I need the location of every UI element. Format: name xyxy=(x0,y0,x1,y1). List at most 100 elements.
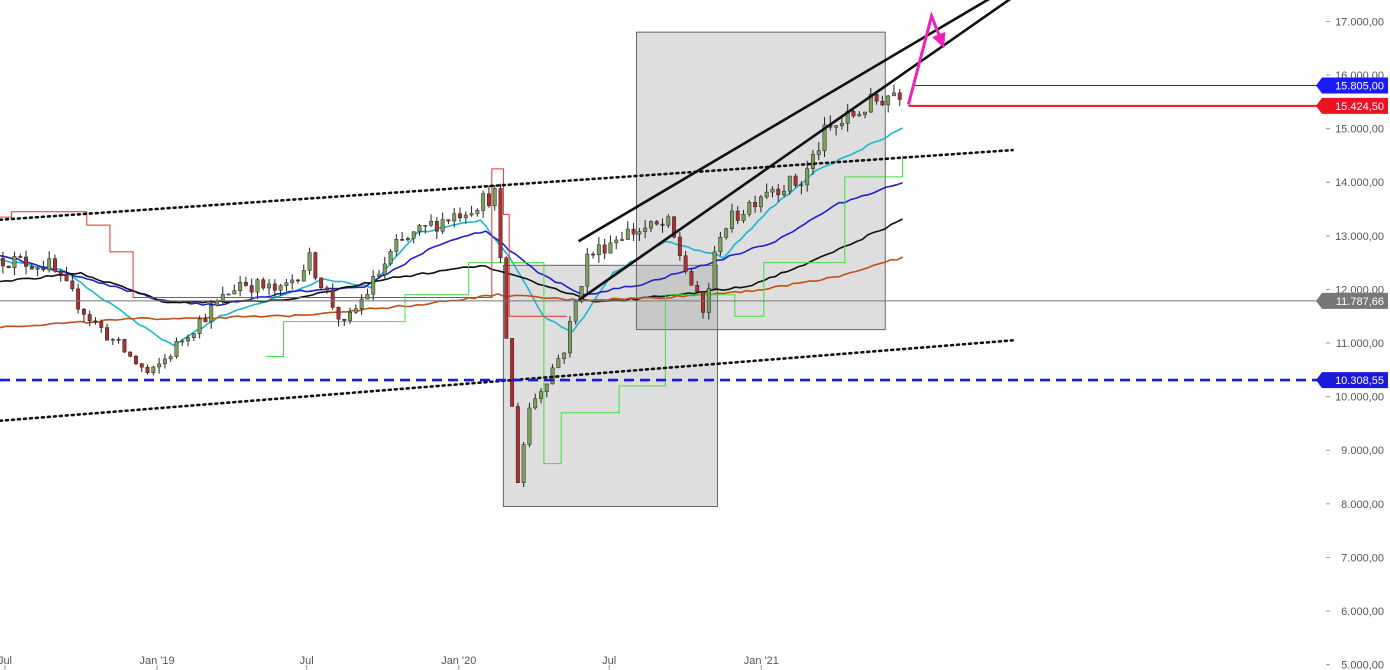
candle-body-up xyxy=(770,188,775,193)
candle xyxy=(110,338,115,345)
candle-body-down xyxy=(128,351,133,357)
candle xyxy=(573,299,578,325)
candle-body-up xyxy=(238,281,243,291)
candle-body-up xyxy=(648,221,653,229)
candle-body-up xyxy=(180,340,185,343)
long-channel-upper-line[interactable] xyxy=(0,148,1014,222)
candle-body-down xyxy=(515,406,520,483)
candle xyxy=(162,354,167,369)
candle-body-up xyxy=(220,293,225,302)
candle-body-up xyxy=(47,258,52,271)
candle-body-down xyxy=(677,236,682,256)
candle xyxy=(6,265,11,269)
candle-body-up xyxy=(411,231,416,239)
candle-body-up xyxy=(666,216,671,226)
candle-body-up xyxy=(382,263,387,276)
candle xyxy=(683,250,688,275)
candle-body-down xyxy=(116,339,121,341)
y-tick-label: 5.000,00 xyxy=(1341,660,1384,670)
candle-body-up xyxy=(729,210,734,229)
candle xyxy=(330,283,335,310)
candle xyxy=(272,279,277,298)
candle xyxy=(70,274,75,292)
candle-body-down xyxy=(6,265,11,269)
forecast-arrow xyxy=(906,11,946,105)
candle-body-up xyxy=(637,231,642,235)
candle-body-up xyxy=(278,285,283,291)
candle xyxy=(423,224,428,234)
candle-body-down xyxy=(296,279,300,282)
candle-body-up xyxy=(834,125,839,128)
candle xyxy=(41,260,46,272)
candle xyxy=(81,307,86,322)
candle xyxy=(643,220,648,239)
candle-body-down xyxy=(0,258,5,267)
candle xyxy=(388,248,393,266)
candle xyxy=(284,278,289,292)
candle xyxy=(365,288,370,300)
candle xyxy=(510,337,515,407)
steep-channel-upper-line[interactable] xyxy=(577,0,1001,243)
candle-body-up xyxy=(353,308,358,313)
candle xyxy=(145,364,150,375)
candle xyxy=(307,247,312,275)
x-axis[interactable]: Jul Jan '19 Jul Jan '20 Jul Jan '21 xyxy=(0,655,779,670)
candle xyxy=(735,206,740,225)
candle xyxy=(469,205,474,217)
price-badge-bg xyxy=(1316,97,1388,114)
candle-body-up xyxy=(562,352,567,359)
candle xyxy=(475,208,480,217)
candle xyxy=(76,283,81,314)
price-badge-bg xyxy=(1316,292,1388,309)
candle xyxy=(180,338,185,347)
candle-body-up xyxy=(544,383,549,392)
candle-body-down xyxy=(880,100,885,106)
candle-body-up xyxy=(417,225,422,232)
candle xyxy=(168,354,173,362)
candle-body-down xyxy=(695,285,700,292)
candle xyxy=(12,251,17,276)
candle xyxy=(701,291,705,319)
candle xyxy=(209,299,214,329)
candle-body-up xyxy=(579,286,584,302)
candle-body-up xyxy=(151,366,156,373)
x-tick-label: Jul xyxy=(300,655,314,667)
sma-fast-line xyxy=(0,127,903,347)
x-tick-label: Jan '20 xyxy=(441,655,476,667)
candle-body-down xyxy=(458,213,462,219)
y-axis[interactable]: 5.000,00 6.000,00 7.000,00 8.000,00 9.000,00… xyxy=(1326,16,1384,670)
candle xyxy=(139,363,144,373)
candle xyxy=(504,256,509,339)
steep-channel-lower-line[interactable] xyxy=(577,0,1025,302)
candle-body-up xyxy=(174,341,179,357)
candle-body-up xyxy=(643,227,648,232)
candle-body-up xyxy=(539,391,543,400)
candle-body-up xyxy=(215,301,219,306)
candle-body-up xyxy=(162,358,167,365)
candle xyxy=(157,357,162,374)
candle-body-up xyxy=(886,95,891,106)
candle xyxy=(261,277,266,291)
candle xyxy=(747,200,752,217)
candle-body-down xyxy=(336,307,341,320)
candle-body-down xyxy=(64,273,69,282)
candle xyxy=(93,317,98,325)
long-channel-lower-line[interactable] xyxy=(0,339,1014,423)
price-badge: 15.805,00 xyxy=(1316,77,1388,94)
candle-body-up xyxy=(35,267,40,270)
candle-body-up xyxy=(463,214,468,219)
candle-body-up xyxy=(556,358,561,369)
candle xyxy=(596,237,601,263)
candle xyxy=(521,442,526,488)
candle-body-up xyxy=(816,150,821,155)
forecast-arrow-line[interactable] xyxy=(906,11,945,105)
candle-body-up xyxy=(625,228,630,240)
candle-body-down xyxy=(145,366,150,373)
price-badge: 11.787,66 xyxy=(1316,292,1388,309)
price-badge-label: 15.805,00 xyxy=(1335,80,1384,92)
candle xyxy=(452,207,457,228)
candle xyxy=(382,256,387,279)
candle-body-up xyxy=(585,253,590,287)
candle xyxy=(729,203,734,233)
